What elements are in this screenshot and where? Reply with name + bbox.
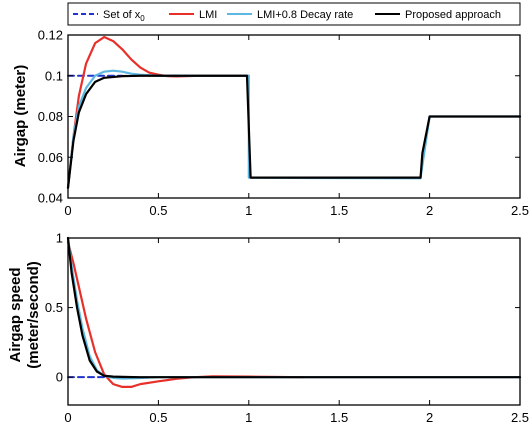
airgap-speed-plot: Airgap speed (meter/second) 0 0.5 1 1.5 2 2.5… [7,231,529,426]
airgap-axes-frame [67,34,521,199]
airgap-y-tick-label: 0.08 [38,109,63,124]
airgap-speed-axis-ticks: 0 0.5 1 1.5 2 2.5 0 0.5 1 [45,231,529,426]
airgap-x-tick-label: 2 [426,203,433,218]
legend-item-lmi: LMI [169,9,217,21]
airgap-speed-x-tick-label: 1 [245,410,252,425]
legend-item-set-of-x0: Set of x0 [73,9,145,23]
airgap-y-tick-label: 0.1 [45,68,63,83]
airgap-y-tick-label: 0.04 [38,191,63,206]
airgap-axis-ticks: 0 0.5 1 1.5 2 2.5 0.04 0.06 0.08 0.1 0.12 [38,28,529,219]
airgap-speed-y-tick-label: 0 [56,370,63,385]
airgap-speed-y-tick-label: 0.5 [45,300,63,315]
airgap-x-tick-label: 2.5 [511,203,529,218]
chart-legend: Set of x0 LMI LMI+0.8 Decay rate Propose… [67,2,521,26]
airgap-speed-x-tick-label: 0 [64,410,71,425]
airgap-speed-y-tick-label: 1 [56,231,63,246]
airgap-plot: Airgap (meter) 0 0.5 1 1.5 2 2.50.040.060.080… [12,28,529,219]
legend-label-lmi-decay-rate: LMI+0.8 Decay rate [257,9,353,21]
airgap-x-tick-label: 0.5 [149,203,167,218]
airgap-speed-series-lmi [66,241,305,389]
airgap-series-group [66,35,522,189]
airgap-speed-x-tick-label: 2.5 [511,410,529,425]
airgap-series-proposed-approach [66,74,522,189]
legend-label-proposed-approach: Proposed approach [405,9,501,21]
airgap-y-axis-label: Airgap (meter) [12,65,29,168]
legend-label-lmi: LMI [199,9,217,21]
airgap-speed-axes-frame [67,237,521,406]
airgap-series-lmi-0-8-decay-rate [66,69,522,189]
airgap-speed-series-lmi-0-8-decay-rate [66,236,522,380]
airgap-speed-y-axis-label-line2: (meter/second) [25,261,42,369]
airgap-speed-x-tick-label: 2 [426,410,433,425]
airgap-y-tick-label: 0.06 [38,150,63,165]
airgap-y-tick-label: 0.12 [38,28,63,43]
legend-item-lmi-decay-rate: LMI+0.8 Decay rate [227,9,353,21]
legend-label-set-of-x0: Set of x0 [103,9,145,23]
airgap-speed-x-tick-label: 1.5 [330,410,348,425]
airgap-speed-series-group [66,236,522,389]
legend-item-proposed-approach: Proposed approach [375,9,501,21]
airgap-speed-x-tick-label: 0.5 [149,410,167,425]
airgap-x-tick-label: 1.5 [330,203,348,218]
airgap-x-tick-label: 0 [64,203,71,218]
airgap-speed-y-axis-label-line1: Airgap speed [7,267,24,362]
airgap-series-lmi [66,35,250,189]
legend-box [67,2,521,26]
airgap-speed-series-proposed-approach [66,236,522,379]
airgap-x-tick-label: 1 [245,203,252,218]
